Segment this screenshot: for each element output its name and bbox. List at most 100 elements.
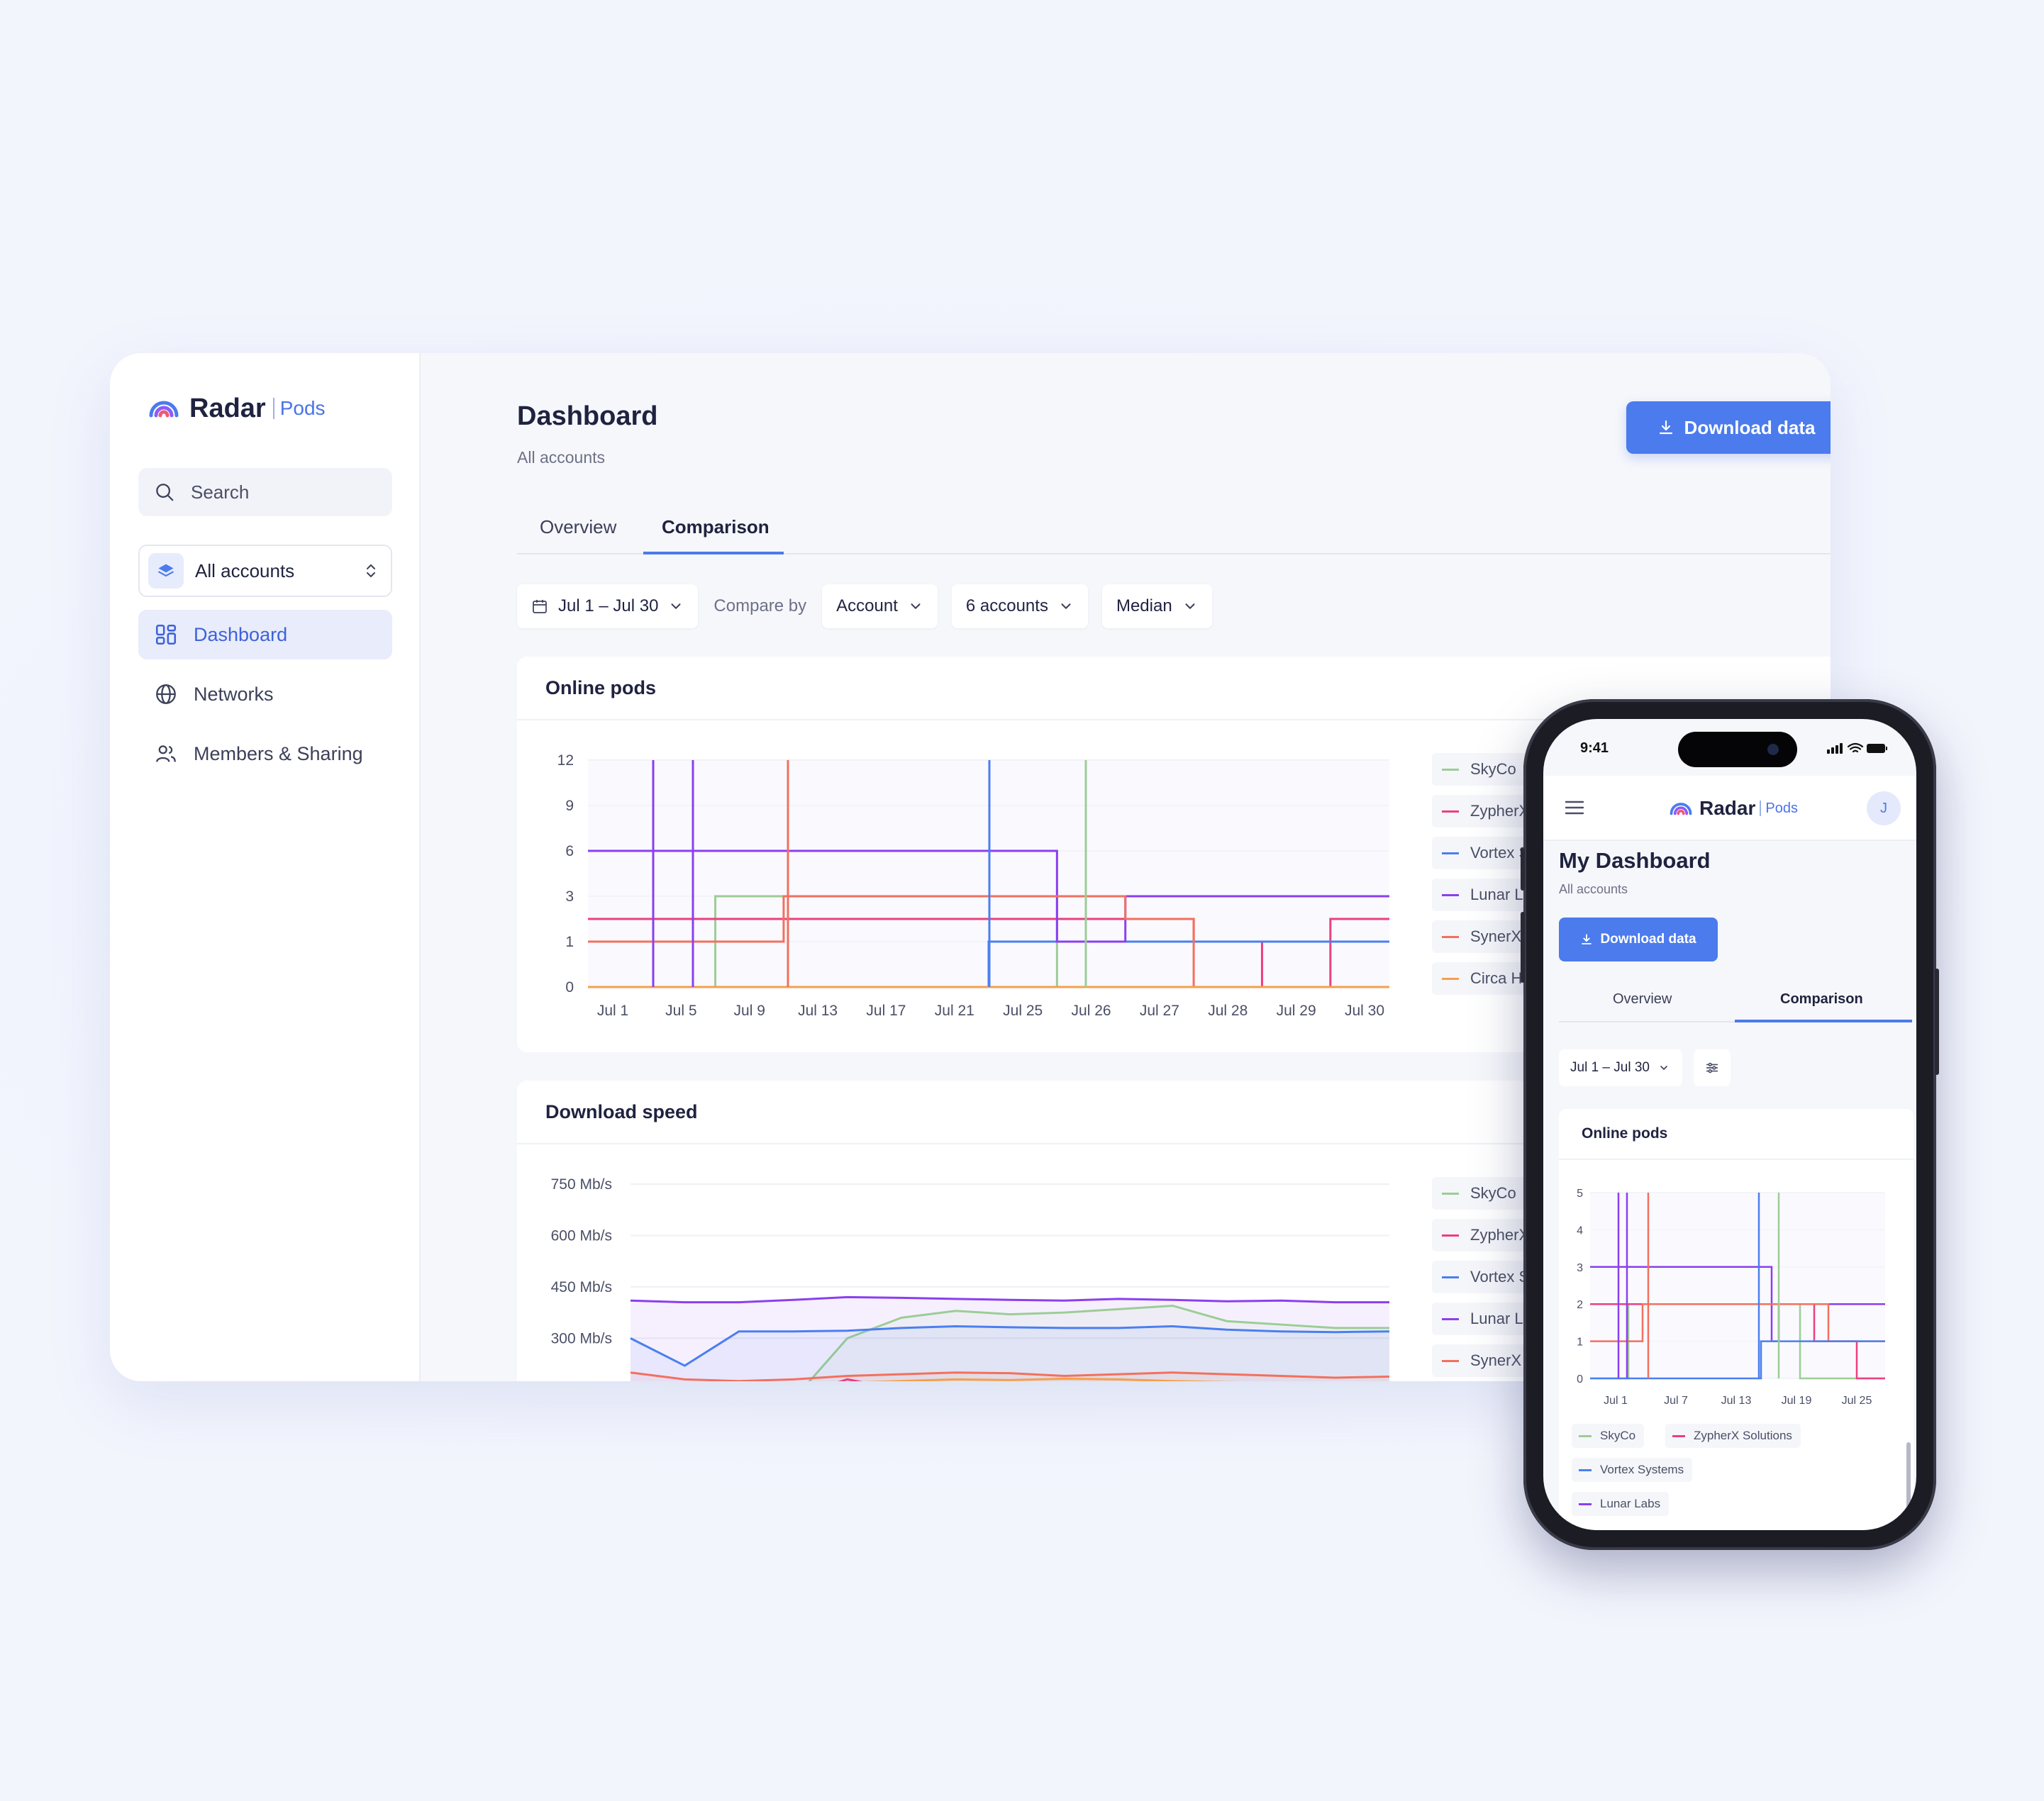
x-tick-label: Jul 30 xyxy=(1345,1003,1384,1019)
tab-active-indicator xyxy=(643,552,784,554)
download-data-button[interactable]: Download data xyxy=(1626,401,1831,454)
dynamic-island xyxy=(1678,732,1797,767)
y-tick-label: 3 xyxy=(565,888,574,905)
mobile-date-range-picker[interactable]: Jul 1 – Jul 30 xyxy=(1559,1049,1682,1086)
mobile-app-logo[interactable]: Radar Pods xyxy=(1668,796,1798,821)
legend-swatch xyxy=(1442,1359,1459,1362)
avatar[interactable]: J xyxy=(1867,791,1901,825)
logo-divider xyxy=(1760,801,1762,816)
tab-comparison[interactable]: Comparison xyxy=(662,516,770,537)
logo-divider xyxy=(272,398,274,419)
legend-swatch xyxy=(1579,1468,1592,1471)
legend-item[interactable]: ZypherX Solutions xyxy=(1665,1424,1801,1448)
accounts-select[interactable]: 6 accounts xyxy=(951,584,1088,628)
series-line-vortex xyxy=(1590,1340,1885,1380)
y-tick-label: 2 xyxy=(1577,1299,1583,1311)
mobile-download-data-button[interactable]: Download data xyxy=(1559,918,1718,961)
grid-icon xyxy=(155,624,177,645)
legend-label: Vortex S xyxy=(1470,1268,1530,1286)
legend-swatch xyxy=(1579,1434,1592,1437)
layers-icon xyxy=(148,553,184,589)
y-tick-label: 12 xyxy=(557,752,574,769)
y-tick-label: 600 Mb/s xyxy=(551,1227,612,1244)
tab-bar: Overview Comparison xyxy=(517,496,1831,554)
legend-label: Circa H xyxy=(1470,969,1523,987)
search-placeholder: Search xyxy=(191,481,250,503)
sidebar-item-networks[interactable]: Networks xyxy=(138,669,392,719)
y-tick-label: 450 Mb/s xyxy=(551,1279,612,1295)
sidebar-item-members-sharing[interactable]: Members & Sharing xyxy=(138,729,392,779)
series-area-lunar xyxy=(631,1297,1389,1381)
x-tick-label: Jul 13 xyxy=(798,1003,838,1019)
x-tick-label: Jul 21 xyxy=(935,1003,974,1019)
online-pods-chart: 0 1 3 6 9 12 Jul 1 Jul 5 Jul 9 Jul 13 Jul 17 Jul 21… xyxy=(557,752,1389,1019)
status-time: 9:41 xyxy=(1580,740,1609,756)
series-line-skyco xyxy=(808,1304,1389,1381)
tab-overview[interactable]: Overview xyxy=(540,516,617,537)
panel-title: Online pods xyxy=(1559,1109,1914,1160)
radar-logo-icon xyxy=(149,401,179,418)
legend-swatch xyxy=(1442,935,1459,938)
legend-label: SkyCo xyxy=(1470,1184,1516,1202)
scrollbar[interactable] xyxy=(1906,1442,1911,1520)
sidebar-item-label: Networks xyxy=(194,683,274,705)
panel-title: Download speed xyxy=(517,1081,1831,1144)
legend-label: Vortex Systems xyxy=(1600,1463,1684,1476)
chevron-down-icon xyxy=(911,603,921,609)
legend-label: Lunar L xyxy=(1470,1310,1523,1327)
y-tick-label: 9 xyxy=(565,798,574,814)
mobile-header: Radar Pods J xyxy=(1543,776,1916,841)
sidebar-item-dashboard[interactable]: Dashboard xyxy=(138,610,392,659)
series-line-circa xyxy=(862,1377,1243,1381)
legend-label: Lunar Labs xyxy=(1600,1497,1661,1510)
legend-item[interactable]: Vortex Systems xyxy=(1572,1458,1693,1482)
date-range-picker[interactable]: Jul 1 – Jul 30 xyxy=(517,584,699,628)
legend-swatch xyxy=(1442,1234,1459,1237)
product-name: Pods xyxy=(1765,800,1798,816)
legend-label: SkyCo xyxy=(1600,1429,1636,1442)
tab-overview[interactable]: Overview xyxy=(1613,991,1672,1007)
legend-item[interactable]: Lunar Labs xyxy=(1572,1492,1670,1516)
app-logo[interactable]: Radar Pods xyxy=(147,391,326,425)
users-icon xyxy=(156,745,176,762)
compare-by-select[interactable]: Account xyxy=(822,584,938,628)
x-tick-label: Jul 9 xyxy=(734,1003,765,1019)
x-tick-label: Jul 17 xyxy=(866,1003,906,1019)
search-input[interactable]: Search xyxy=(138,468,392,516)
x-tick-label: Jul 25 xyxy=(1003,1003,1043,1019)
series-line-lunar xyxy=(588,849,1389,943)
series-line-lunar xyxy=(630,1295,1389,1304)
phone-button xyxy=(1521,848,1525,891)
legend-swatch xyxy=(1442,852,1459,854)
series-line-synerx xyxy=(630,1371,1390,1381)
legend-item[interactable]: SkyCo xyxy=(1572,1424,1645,1448)
filter-settings-button[interactable] xyxy=(1694,1049,1731,1086)
hamburger-menu-icon[interactable] xyxy=(1565,800,1584,815)
legend-swatch xyxy=(1442,977,1459,980)
account-selector[interactable]: All accounts xyxy=(138,545,392,597)
aggregate-select[interactable]: Median xyxy=(1101,584,1212,628)
legend-swatch xyxy=(1442,768,1459,771)
series-line-vortex xyxy=(630,1325,1390,1367)
main-content: Dashboard All accounts Download data Ove… xyxy=(421,353,1831,1381)
chevron-down-icon xyxy=(1660,1066,1667,1070)
chevron-down-icon xyxy=(1061,603,1071,609)
mobile-online-pods-chart: 0 1 2 3 4 5 Jul 1 Jul 7 Jul 13 Jul 19 Jul 25 xyxy=(1577,1188,1885,1407)
phone-screen: 9:41 Radar Pods J My Dashboard All accou… xyxy=(1543,719,1916,1530)
tab-comparison[interactable]: Comparison xyxy=(1780,991,1863,1007)
x-tick-label: Jul 1 xyxy=(1604,1395,1628,1407)
legend-label: ZypherX xyxy=(1470,802,1530,820)
legend-swatch xyxy=(1442,1276,1459,1278)
legend-swatch xyxy=(1672,1434,1685,1437)
brand-name: Radar xyxy=(1699,797,1756,819)
x-tick-label: Jul 13 xyxy=(1721,1395,1752,1407)
phone-button xyxy=(1935,969,1939,1075)
mobile-online-pods-panel: Online pods 0 1 2 3 4 5 Jul 1 Jul 7 Jul 13 Jul 19… xyxy=(1559,1109,1914,1530)
x-tick-label: Jul 5 xyxy=(665,1003,696,1019)
x-tick-label: Jul 25 xyxy=(1842,1395,1872,1407)
panel-title: Online pods xyxy=(517,657,1831,720)
legend-label: SynerX xyxy=(1470,927,1522,945)
updown-chevron-icon xyxy=(367,564,375,577)
mobile-page-subtitle: All accounts xyxy=(1559,882,1628,896)
